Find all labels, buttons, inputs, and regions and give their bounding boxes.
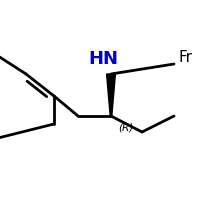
Text: Fr: Fr (179, 50, 193, 66)
Polygon shape (107, 74, 115, 116)
Text: HN: HN (88, 50, 118, 68)
Text: (R): (R) (118, 122, 133, 132)
